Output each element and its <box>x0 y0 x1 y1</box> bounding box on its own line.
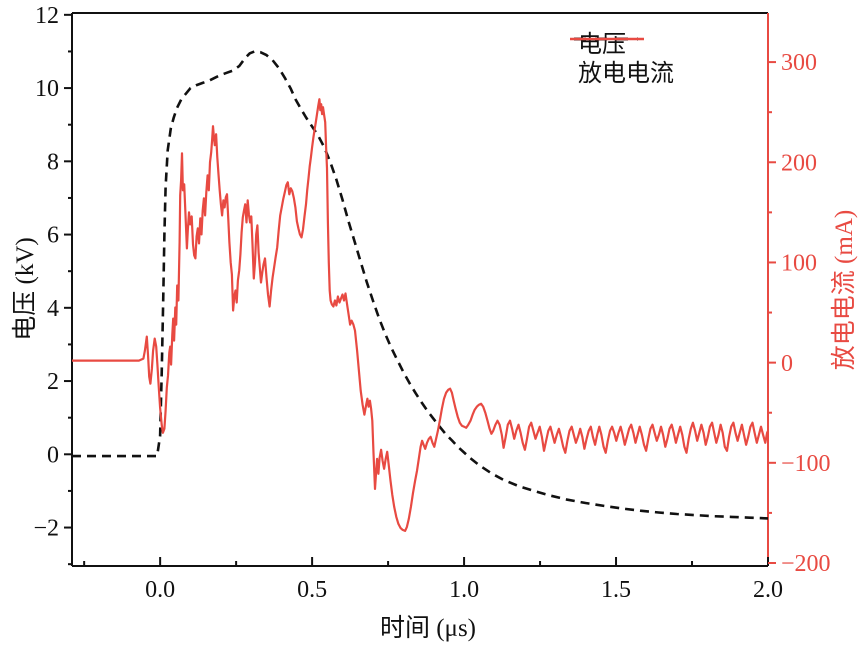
legend: 电压 放电电流 <box>570 27 674 87</box>
legend-item-current: 放电电流 <box>570 37 674 87</box>
y-left-tick-label: 12 <box>35 3 59 29</box>
x-tick-label: 1.5 <box>601 577 631 603</box>
y-axis-right-title: 放电电流 (mA) <box>831 209 858 371</box>
x-axis-title: 时间 (μs) <box>379 615 477 642</box>
y-left-tick-label: 0 <box>47 442 59 468</box>
legend-label-voltage: 电压 <box>578 32 626 58</box>
x-tick-label: 0.5 <box>297 577 327 603</box>
y-right-tick-label: −100 <box>781 451 831 477</box>
x-tick-label: 1.0 <box>449 577 479 603</box>
current-solid-line-sample <box>570 37 644 41</box>
current-curve <box>72 98 770 532</box>
y-right-tick-label: −200 <box>781 551 831 577</box>
legend-label-current: 放电电流 <box>578 61 674 87</box>
y-left-tick-label: 4 <box>47 296 59 322</box>
x-tick-label: 2.0 <box>753 577 783 603</box>
x-tick-label: 0.0 <box>145 577 175 603</box>
y-right-tick-label: 200 <box>781 150 817 176</box>
y-right-tick-label: 300 <box>781 50 817 76</box>
y-right-tick-label: 0 <box>781 351 793 377</box>
y-left-tick-label: 2 <box>47 369 59 395</box>
y-axis-left-title: 电压 (kV) <box>12 237 39 341</box>
y-left-tick-label: 8 <box>47 149 59 175</box>
y-right-tick-label: 100 <box>781 251 817 277</box>
y-left-tick-label: 10 <box>35 76 59 102</box>
voltage-curve <box>72 50 769 520</box>
y-left-tick-label: −2 <box>33 516 59 542</box>
y-left-tick-label: 6 <box>47 223 59 249</box>
